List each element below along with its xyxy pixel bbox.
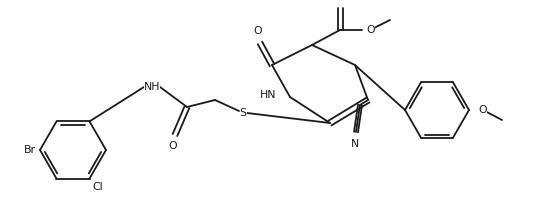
Text: HN: HN [259,90,276,100]
Text: O: O [169,141,178,151]
Text: NH: NH [144,82,160,92]
Text: O: O [336,0,344,1]
Text: O: O [254,26,263,36]
Text: S: S [239,108,246,118]
Text: O: O [478,105,487,115]
Text: Br: Br [24,145,36,155]
Text: Cl: Cl [93,182,103,192]
Text: N: N [351,139,359,149]
Text: O: O [366,25,374,35]
